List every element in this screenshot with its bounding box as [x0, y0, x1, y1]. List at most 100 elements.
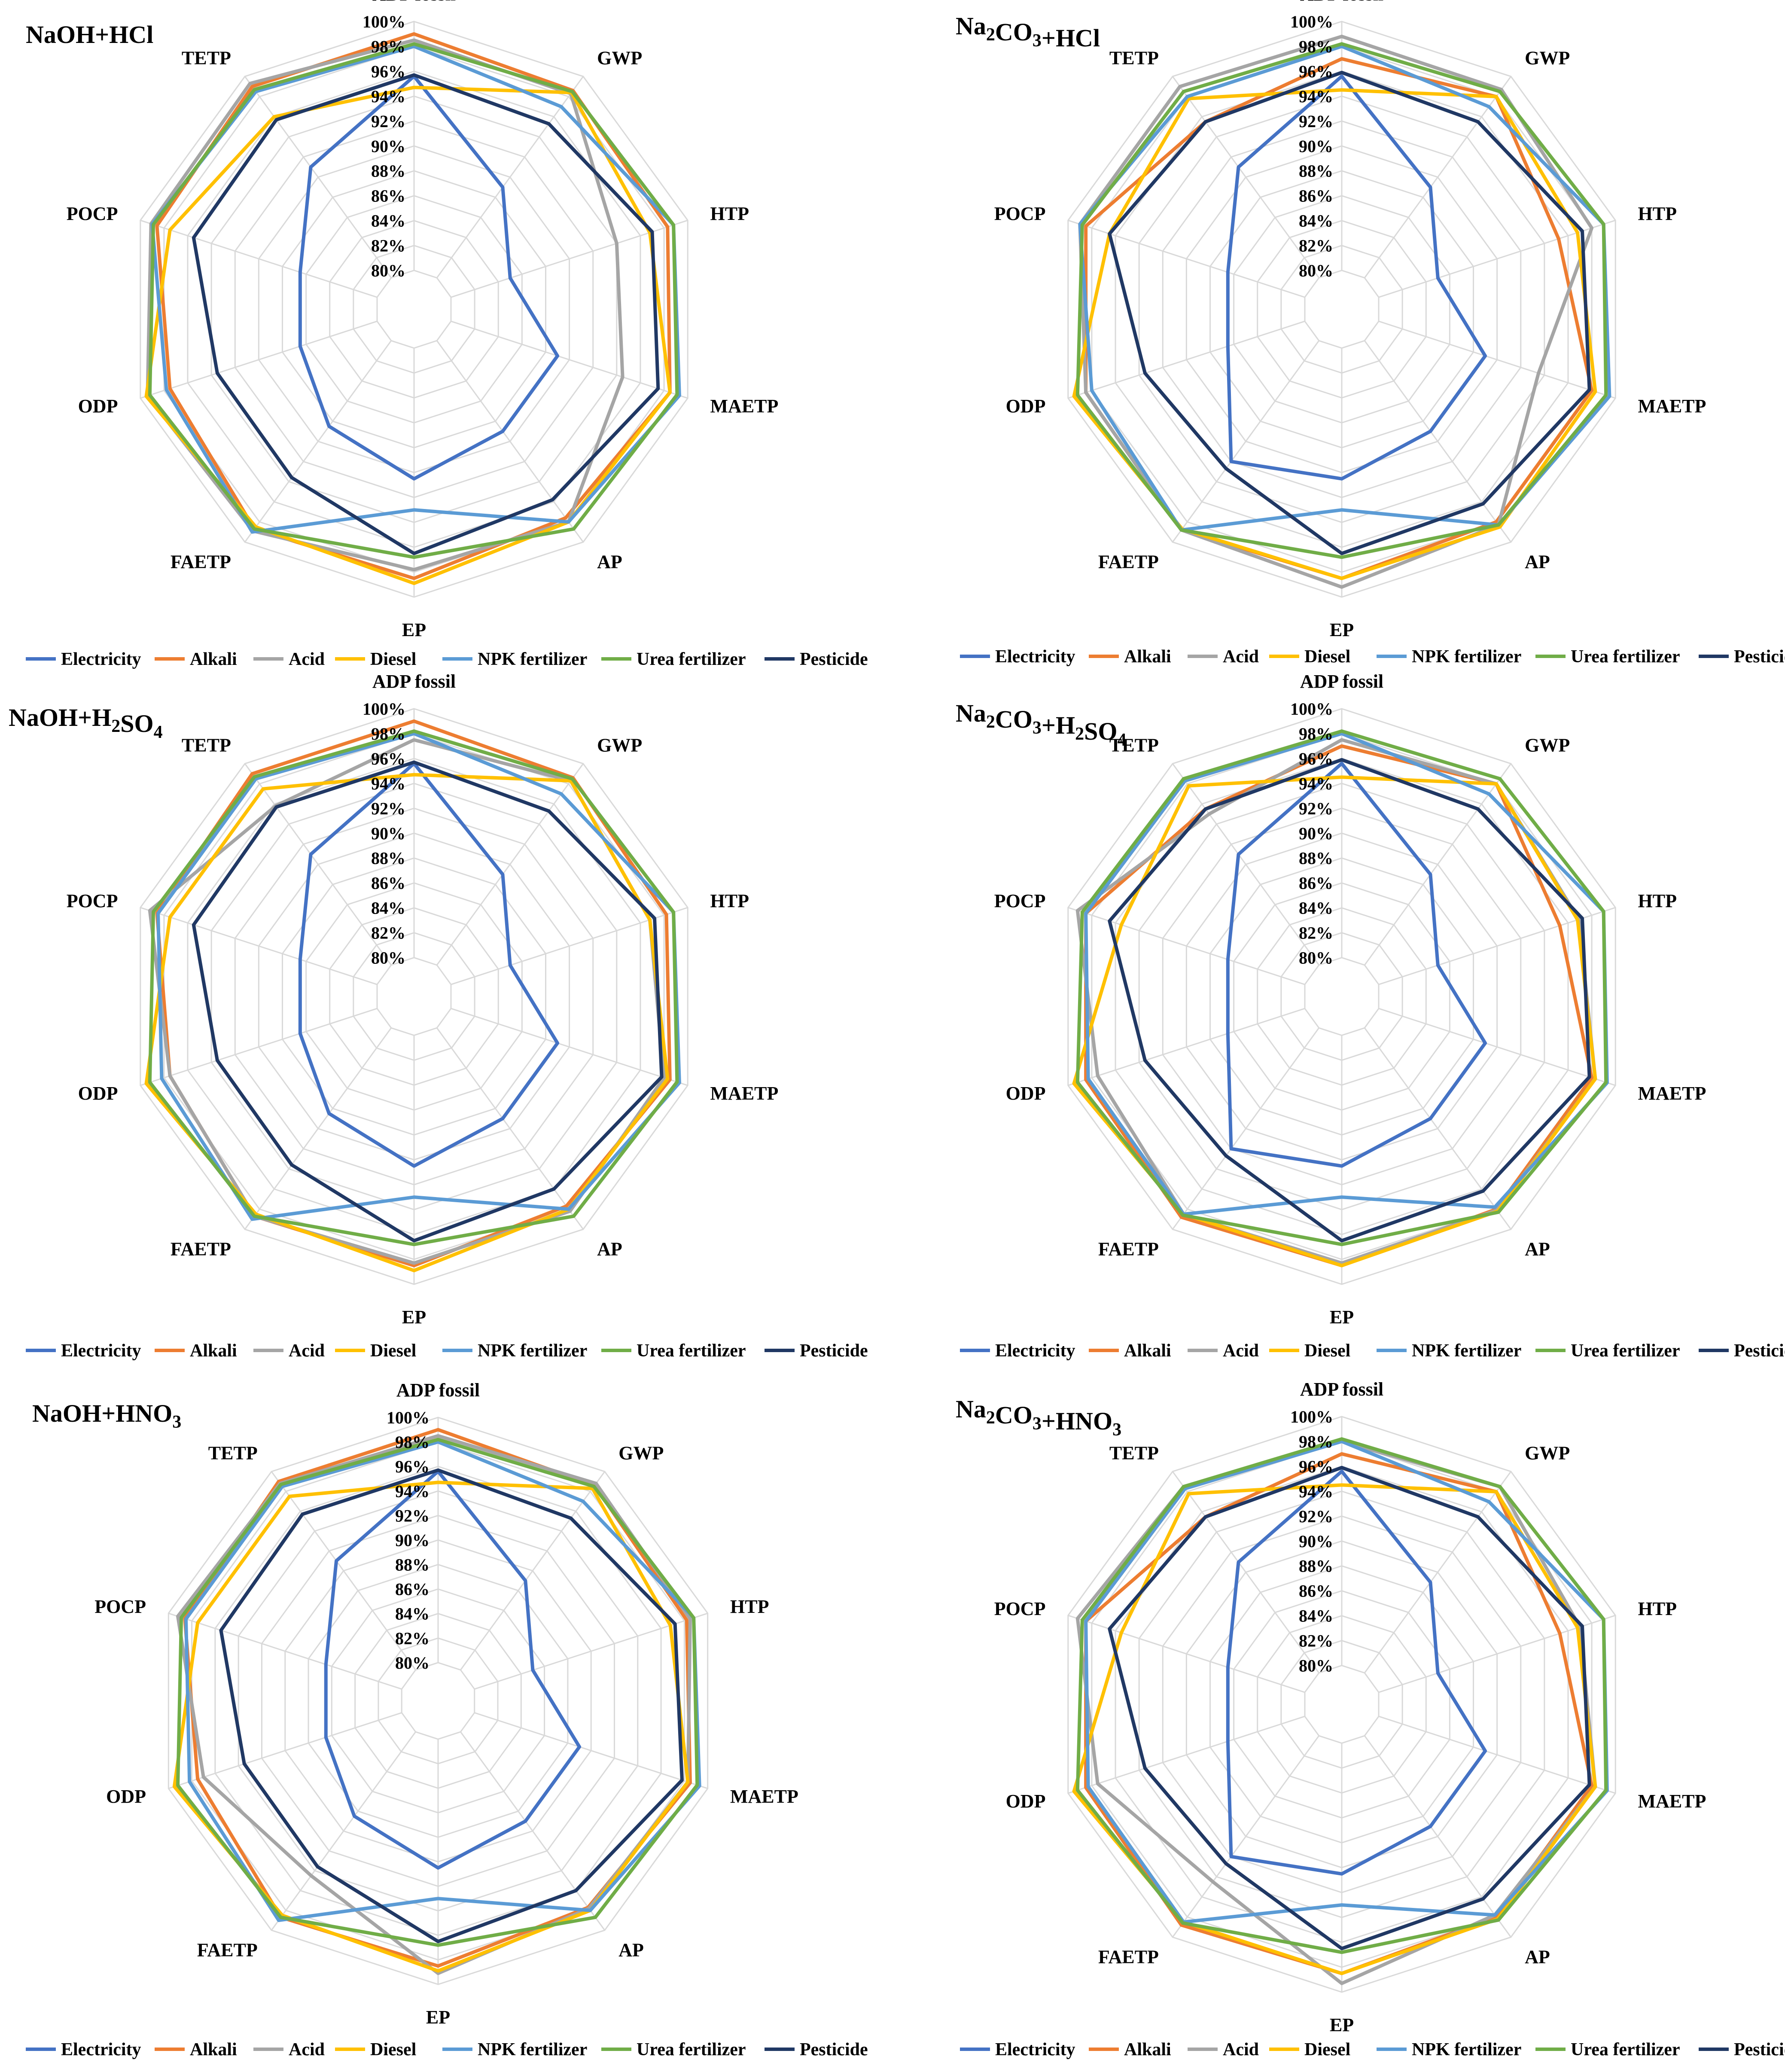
axis-spoke: [1172, 763, 1320, 966]
tick-label: 82%: [1299, 923, 1333, 943]
axis-label: TETP: [182, 734, 231, 756]
legend: Electricity Alkali Acid Diesel NPK fertilize…: [26, 1341, 868, 1361]
axis-label: GWP: [618, 1443, 664, 1464]
axis-spoke: [1364, 340, 1512, 542]
legend-label: Electricity: [995, 2040, 1075, 2060]
legend-label: Acid: [1223, 1341, 1259, 1361]
tick-label: 96%: [1299, 1457, 1333, 1476]
axis-label: POCP: [994, 890, 1046, 911]
tick-label: 92%: [1299, 112, 1333, 131]
series-urea-fertilizer: [148, 729, 679, 1246]
grid-ring: [1304, 957, 1380, 1036]
axis-spoke: [244, 1027, 392, 1230]
axis-spoke: [1364, 76, 1512, 278]
axis-label: ODP: [1006, 396, 1046, 417]
legend-label: Urea fertilizer: [1571, 1341, 1680, 1361]
axis-spoke: [1172, 1471, 1320, 1673]
legend-label: Pesticide: [800, 649, 868, 669]
series-npk-fertilizer: [1078, 44, 1611, 532]
legend-label: Electricity: [61, 1341, 141, 1361]
axis-label: ODP: [1006, 1083, 1046, 1104]
axis-spoke: [244, 763, 392, 966]
legend: Electricity Alkali Acid Diesel NPK fertilize…: [26, 2040, 868, 2060]
tick-label: 90%: [1299, 137, 1333, 156]
axis-label: EP: [1330, 1307, 1354, 1328]
tick-label: 86%: [1299, 186, 1333, 206]
axis-label: EP: [402, 619, 426, 640]
axis-label: MAETP: [1638, 1083, 1706, 1104]
tick-label: 98%: [395, 1432, 429, 1452]
legend-label: NPK fertilizer: [1412, 2040, 1521, 2060]
grid-ring: [1304, 269, 1380, 349]
axis-spoke: [436, 76, 584, 278]
tick-label: 86%: [1299, 1581, 1333, 1601]
tick-label: 84%: [371, 211, 405, 231]
axis-spoke: [1364, 1471, 1512, 1673]
tick-label: 80%: [1299, 948, 1333, 968]
legend-label: Diesel: [1304, 647, 1350, 667]
axis-label: TETP: [1109, 47, 1159, 68]
legend-label: Acid: [289, 2040, 325, 2060]
legend-label: Alkali: [190, 2040, 237, 2060]
axis-label: TETP: [182, 47, 231, 68]
tick-label: 100%: [362, 12, 405, 31]
legend-label: NPK fertilizer: [1412, 647, 1521, 667]
axis-label: ODP: [106, 1786, 146, 1807]
grid-ring: [376, 269, 452, 349]
radar-panel-1: 80% 82% 84% 86% 88% 90% 92% 94% 96% 98% 100% ADP fo…: [26, 0, 868, 669]
axis-spoke: [451, 320, 688, 399]
series-diesel: [144, 773, 670, 1273]
axis-label: ADP fossil: [372, 0, 456, 5]
panel-title: Na2CO3+HCl: [956, 12, 1100, 52]
tick-label: 86%: [395, 1580, 429, 1599]
legend-label: Pesticide: [1734, 1341, 1785, 1361]
series-acid: [146, 38, 624, 572]
axis-label: POCP: [94, 1596, 146, 1617]
tick-label: 96%: [395, 1457, 429, 1476]
axis-spoke: [1378, 1715, 1616, 1794]
legend-label: Acid: [289, 1341, 325, 1361]
series-npk-fertilizer: [1084, 731, 1609, 1216]
series-urea-fertilizer: [176, 1438, 699, 1947]
legend-label: Acid: [1223, 647, 1259, 667]
tick-label: 80%: [395, 1653, 429, 1673]
axis-spoke: [1068, 320, 1305, 399]
grid-ring: [401, 1662, 475, 1740]
legend-label: Alkali: [1124, 2040, 1171, 2060]
legend-label: NPK fertilizer: [478, 649, 587, 669]
radar-panel-4: 80% 82% 84% 86% 88% 90% 92% 94% 96% 98% 100% ADP fo…: [956, 671, 1785, 1361]
axis-spoke: [1378, 1008, 1616, 1086]
axis-label: HTP: [710, 890, 749, 911]
axis-label: EP: [402, 1307, 426, 1328]
panel-title: NaOH+HNO3: [32, 1399, 181, 1432]
tick-label: 90%: [371, 824, 405, 843]
axis-spoke: [451, 1008, 688, 1086]
axis-spoke: [1068, 907, 1305, 985]
tick-label: 94%: [1299, 1482, 1333, 1501]
legend-label: NPK fertilizer: [478, 2040, 587, 2060]
tick-label: 80%: [1299, 261, 1333, 280]
legend-label: Alkali: [1124, 1341, 1171, 1361]
axis-spoke: [474, 1712, 708, 1789]
radar-panel-6: 80% 82% 84% 86% 88% 90% 92% 94% 96% 98% 100% ADP fo…: [956, 1379, 1785, 2060]
axis-label: FAETP: [171, 552, 231, 573]
axis-spoke: [1068, 1715, 1305, 1794]
axis-label: AP: [597, 1239, 622, 1260]
axis-spoke: [271, 1471, 416, 1670]
tick-label: 86%: [1299, 874, 1333, 893]
tick-label: 88%: [1299, 1557, 1333, 1576]
panel-title: Na2CO3+HNO3: [956, 1395, 1121, 1440]
series-urea-fertilizer: [1075, 42, 1608, 559]
grid-ring: [376, 957, 452, 1036]
legend-label: NPK fertilizer: [478, 1341, 587, 1361]
series-urea-fertilizer: [1075, 729, 1608, 1246]
axis-spoke: [1172, 340, 1320, 542]
series-diesel: [1072, 88, 1597, 580]
tick-label: 98%: [1299, 37, 1333, 56]
axis-spoke: [436, 763, 584, 966]
legend-label: NPK fertilizer: [1412, 1341, 1521, 1361]
axis-label: MAETP: [710, 396, 779, 417]
panel-title: Na2CO3+H2SO4: [956, 699, 1126, 750]
legend-label: Acid: [289, 649, 325, 669]
tick-label: 92%: [1299, 799, 1333, 818]
